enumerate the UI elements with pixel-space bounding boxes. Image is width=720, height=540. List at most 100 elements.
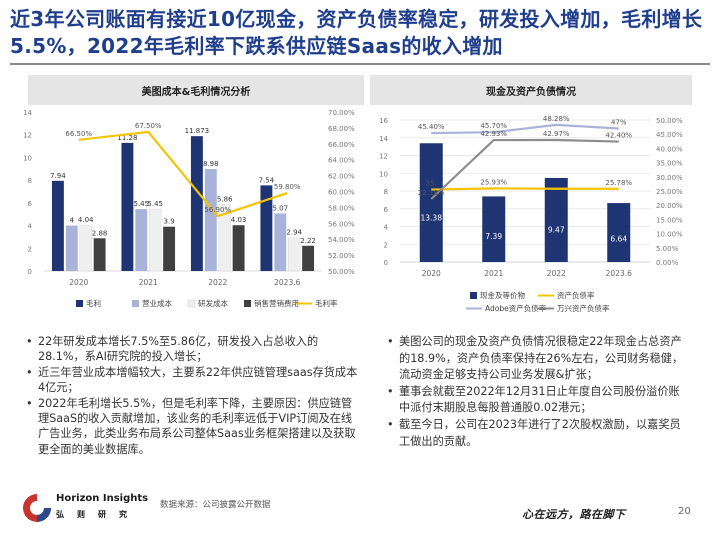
y-tick-label: 6 xyxy=(384,206,389,214)
y2-tick-label: 50.00% xyxy=(656,117,683,125)
series-line xyxy=(78,130,288,218)
y2-tick-label: 66.00% xyxy=(328,141,355,149)
left-bullet-item: 2022年毛利增长5.5%，但是毛利率下降，主要原因：供应链管理SaaS的收入贡… xyxy=(24,396,360,458)
y2-tick-label: 30.00% xyxy=(656,174,683,182)
right-bullet-list: 美图公司的现金及资产负债情况很稳定22年现金占总资产的18.9%，资产负债率保持… xyxy=(385,334,685,450)
bar-data-label: 5.45 xyxy=(134,200,150,208)
y2-tick-label: 40.00% xyxy=(656,145,683,153)
bar xyxy=(260,185,273,271)
line-data-label: 42.93% xyxy=(480,130,507,138)
logo-text-cn: 弘则研究 xyxy=(56,510,140,519)
series-line xyxy=(430,138,619,200)
x-tick-label: 2020 xyxy=(422,269,441,278)
legend-swatch xyxy=(132,300,139,307)
y2-tick-label: 62.00% xyxy=(328,173,355,181)
y-tick-label: 12 xyxy=(379,153,388,161)
x-tick-label: 2020 xyxy=(69,278,88,287)
page-title: 近3年公司账面有接近10亿现金，资产负债率稳定，研发投入增加，毛利增长5.5%，… xyxy=(10,7,703,58)
y2-tick-label: 5.00% xyxy=(656,245,679,253)
right-bullet-item: 截至今日，公司在2023年进行了2次股权激励，以嘉奖员工做出的贡献。 xyxy=(385,417,685,450)
bar-data-label: 2.88 xyxy=(92,229,108,237)
y2-tick-label: 25.00% xyxy=(656,188,683,196)
legend-swatch xyxy=(187,299,196,308)
legend-label: 资产负债率 xyxy=(557,290,595,300)
cash-debt-chart: 0 2 4 6 8 10 12 14 16 0.00% 5.00% 10.00% 15.00% 20.00… xyxy=(379,115,683,313)
y2-tick-label: 58.00% xyxy=(328,204,355,212)
bar xyxy=(149,208,162,272)
bar-data-label: 7.39 xyxy=(485,232,502,241)
y-tick-label: 2 xyxy=(28,245,32,253)
title-divider xyxy=(10,63,710,65)
y2-tick-label: 68.00% xyxy=(328,125,355,133)
x-tick-label: 2021 xyxy=(139,278,158,287)
y-tick-label: 0 xyxy=(384,259,388,267)
line-data-label: 25. xyxy=(426,180,437,188)
bar xyxy=(218,204,231,272)
bar-data-label: 2.94 xyxy=(286,229,302,237)
legend-swatch xyxy=(470,292,477,299)
bar xyxy=(79,224,92,272)
bar-data-label: 2.22 xyxy=(300,237,316,245)
left-bullet-item: 22年研发成本增长7.5%至5.86亿，研发投入占总收入的28.1%，系AI研究… xyxy=(24,334,360,365)
y2-tick-label: 52.00% xyxy=(328,252,355,260)
bar xyxy=(288,237,301,272)
y2-tick-label: 50.00% xyxy=(328,268,355,276)
y2-tick-label: 60.00% xyxy=(328,189,355,197)
y-tick-label: 14 xyxy=(379,135,388,143)
y-tick-label: 8 xyxy=(384,188,388,196)
y2-tick-label: 64.00% xyxy=(328,157,355,165)
bar xyxy=(135,209,148,271)
bar-data-label: 5.86 xyxy=(217,195,233,203)
bar xyxy=(65,225,78,271)
bar xyxy=(163,226,176,271)
line-data-label: 42.40% xyxy=(605,132,632,140)
bar xyxy=(274,213,287,271)
right-bullet-item: 美图公司的现金及资产负债情况很稳定22年现金占总资产的18.9%，资产负债率保持… xyxy=(385,334,685,384)
legend-label: 毛利率 xyxy=(315,298,338,308)
left-bullet-item: 近三年营业成本增幅较大，主要系22年供应链管理saas存货成本4亿元； xyxy=(24,365,360,396)
bar xyxy=(93,238,106,271)
y-tick-label: 4 xyxy=(28,223,33,231)
bar-data-label: 4.04 xyxy=(78,216,94,224)
bar-data-label: 11.28 xyxy=(117,134,137,142)
y-tick-label: 6 xyxy=(28,200,33,208)
bar xyxy=(204,169,217,271)
bar-data-label: 6.64 xyxy=(610,234,627,243)
bar-data-label: 11.873 xyxy=(185,127,210,135)
legend-label: 现金及等价物 xyxy=(480,290,525,300)
line-data-label: 25.78% xyxy=(605,179,632,187)
bar xyxy=(482,196,506,262)
x-tick-label: 2021 xyxy=(484,269,503,278)
legend-swatch xyxy=(244,300,251,307)
bar-data-label: 8.98 xyxy=(203,160,219,168)
series-line xyxy=(431,187,619,191)
line-data-label: 67.50% xyxy=(135,122,162,130)
data-source-note: 数据来源：公司披露公开数据 xyxy=(160,500,271,510)
bar-data-label: 5.45 xyxy=(147,200,163,208)
y-tick-label: 10 xyxy=(379,170,388,178)
legend-swatch xyxy=(76,300,83,307)
right-bullet-item: 董事会就截至2022年12月31日止年度自公司股份溢价账中派付末期股息每股普通股… xyxy=(385,384,685,417)
line-data-label: 22.18% xyxy=(418,189,445,197)
line-data-label: 48.28% xyxy=(543,115,570,123)
line-data-label: 56.90% xyxy=(204,206,231,214)
y2-tick-label: 15.00% xyxy=(656,216,683,224)
bar xyxy=(121,142,134,271)
bar-data-label: 4 xyxy=(70,217,75,225)
slogan: 心在远方，路在脚下 xyxy=(522,508,626,521)
y2-tick-label: 45.00% xyxy=(656,131,683,139)
x-tick-label: 2022 xyxy=(547,269,566,278)
x-tick-label: 2023.6 xyxy=(606,269,632,278)
y2-tick-label: 10.00% xyxy=(656,231,683,239)
y-tick-label: 8 xyxy=(28,177,32,185)
y-tick-label: 12 xyxy=(23,132,32,140)
bar-data-label: 7.54 xyxy=(259,176,275,184)
line-data-label: 25.93% xyxy=(480,178,507,186)
line-data-label: 45.70% xyxy=(480,122,507,130)
legend-label: 研发成本 xyxy=(198,298,228,308)
cost-margin-chart: 0 2 4 6 8 10 12 14 50.00% 52.00% 54.00% 56.00% 58.00… xyxy=(23,109,355,308)
line-data-label: 42.97% xyxy=(543,130,570,138)
bar-data-label: 4.03 xyxy=(231,216,247,224)
bar-data-label: 5.07 xyxy=(273,204,289,212)
bar xyxy=(607,203,631,262)
